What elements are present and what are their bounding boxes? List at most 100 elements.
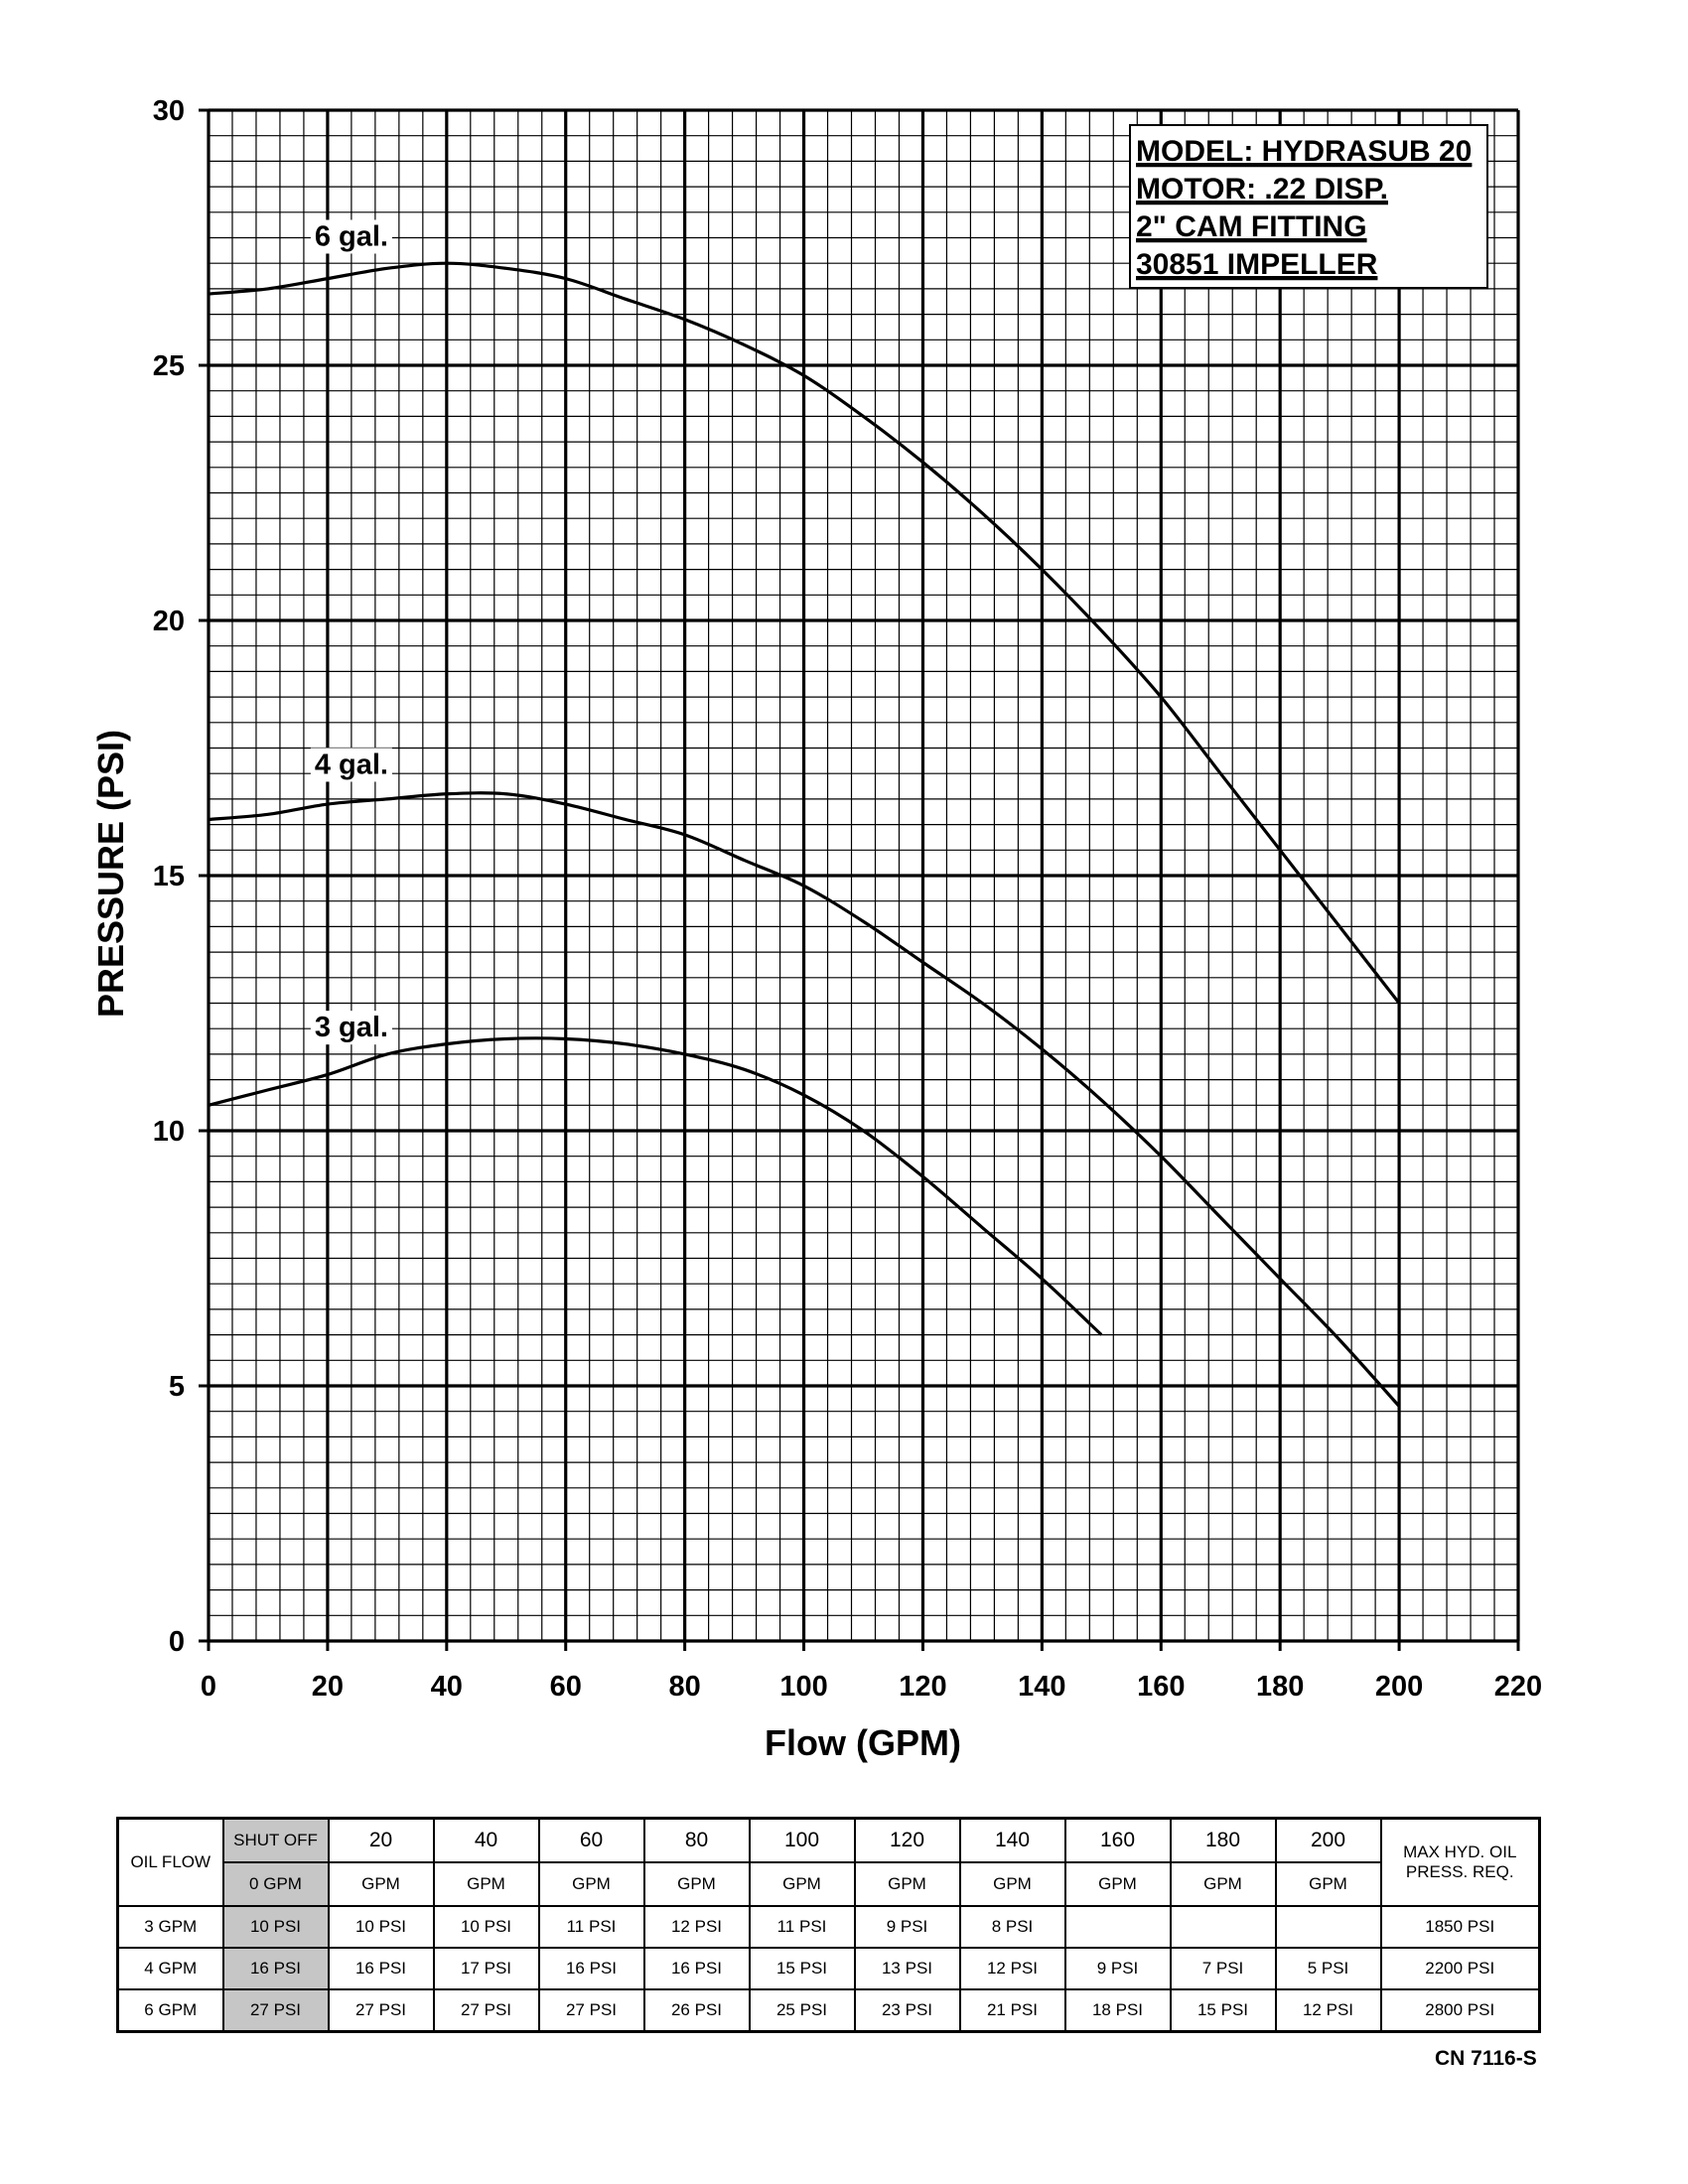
info-box-line: MODEL: HYDRASUB 20 [1136,135,1472,168]
header-flow-unit: GPM [1169,1861,1277,1907]
header-oil-flow: OIL FLOW [116,1817,224,1907]
cell-shutoff: 27 PSI [221,1988,330,2033]
header-flow-unit: GPM [1274,1861,1382,1907]
table-row: 6 GPM 27 PSI 27 PSI 27 PSI 27 PSI 26 PSI 25 PS… [116,1988,1541,2033]
cell-oil-flow: 6 GPM [116,1988,224,2033]
cell-pressure: 11 PSI [748,1905,856,1949]
cell-pressure [1274,1905,1382,1949]
cell-pressure: 10 PSI [327,1905,435,1949]
x-axis-title: Flow (GPM) [765,1722,961,1763]
cell-pressure: 15 PSI [1169,1988,1277,2033]
cell-max-pressure: 2200 PSI [1379,1947,1541,1990]
header-flow-unit: GPM [1063,1861,1172,1907]
cell-pressure: 5 PSI [1274,1947,1382,1990]
header-flow-unit: GPM [327,1861,435,1907]
cell-pressure: 21 PSI [958,1988,1066,2033]
header-flow-unit: GPM [958,1861,1066,1907]
header-flow-value: 140 [958,1817,1066,1863]
x-tick-label: 0 [201,1671,216,1703]
cell-pressure: 15 PSI [748,1947,856,1990]
header-flow-unit: GPM [853,1861,961,1907]
series-label: 6 gal. [315,220,388,252]
cell-pressure: 23 PSI [853,1988,961,2033]
info-box-line: 2" CAM FITTING [1136,210,1367,243]
header-shutoff-top: SHUT OFF [221,1817,330,1863]
y-tick-label: 30 [153,95,185,127]
series-label-bg [310,219,392,254]
x-tick-label: 180 [1256,1671,1304,1703]
info-box-frame [1129,124,1488,289]
performance-curves: 6 gal. 4 gal. 3 gal. [208,219,1401,1408]
cell-pressure: 8 PSI [958,1905,1066,1949]
cell-max-pressure: 1850 PSI [1379,1905,1541,1949]
chart-grid [199,108,1520,1651]
cell-pressure: 7 PSI [1169,1947,1277,1990]
x-tick-label: 40 [431,1671,463,1703]
pump-performance-chart: 0 20 40 60 80 100 120 140 160 180 200 220 0 5 10 15 20 2… [90,95,1542,1763]
y-tick-label: 15 [153,861,185,892]
table-row: 4 GPM 16 PSI 16 PSI 17 PSI 16 PSI 16 PSI 15 PS… [116,1947,1541,1990]
y-axis-title: PRESSURE (PSI) [90,730,131,1018]
x-tick-label: 160 [1137,1671,1185,1703]
cell-max-pressure: 2800 PSI [1379,1988,1541,2033]
cell-pressure: 18 PSI [1063,1988,1172,2033]
header-flow-unit: GPM [748,1861,856,1907]
cell-pressure: 11 PSI [537,1905,645,1949]
cell-oil-flow: 4 GPM [116,1947,224,1990]
cell-pressure [1169,1905,1277,1949]
cell-oil-flow: 3 GPM [116,1905,224,1949]
cell-pressure: 16 PSI [642,1947,751,1990]
info-box-line: MOTOR: .22 DISP. [1136,173,1388,205]
cell-shutoff: 16 PSI [221,1947,330,1990]
series-label-bg [310,748,392,782]
cell-pressure: 12 PSI [1274,1988,1382,2033]
cell-pressure: 9 PSI [1063,1947,1172,1990]
y-axis-ticks: 0 5 10 15 20 25 30 [153,95,185,1658]
cell-pressure: 27 PSI [432,1988,540,2033]
cell-pressure: 17 PSI [432,1947,540,1990]
x-tick-label: 200 [1375,1671,1423,1703]
cell-pressure: 9 PSI [853,1905,961,1949]
x-tick-label: 220 [1494,1671,1542,1703]
series-line [208,791,1401,1408]
cell-pressure: 16 PSI [327,1947,435,1990]
header-flow-value: 20 [327,1817,435,1863]
cell-pressure: 12 PSI [642,1905,751,1949]
header-flow-unit: GPM [432,1861,540,1907]
cell-pressure: 16 PSI [537,1947,645,1990]
header-flow-value: 180 [1169,1817,1277,1863]
cell-pressure [1063,1905,1172,1949]
x-tick-label: 120 [899,1671,946,1703]
cell-pressure: 13 PSI [853,1947,961,1990]
x-tick-label: 140 [1018,1671,1065,1703]
cell-pressure: 12 PSI [958,1947,1066,1990]
x-axis-ticks: 0 20 40 60 80 100 120 140 160 180 200 220 [201,1671,1542,1703]
y-tick-label: 20 [153,606,185,637]
series-label: 3 gal. [315,1012,388,1043]
table-row: 3 GPM 10 PSI 10 PSI 10 PSI 11 PSI 12 PSI 11 PS… [116,1905,1541,1949]
cell-pressure: 27 PSI [537,1988,645,2033]
cell-pressure: 27 PSI [327,1988,435,2033]
y-tick-label: 0 [169,1626,185,1658]
cell-shutoff: 10 PSI [221,1905,330,1949]
header-flow-value: 80 [642,1817,751,1863]
y-tick-label: 10 [153,1116,185,1148]
cell-pressure: 10 PSI [432,1905,540,1949]
series-label: 4 gal. [315,749,388,780]
model-info-box: MODEL: HYDRASUB 20 MOTOR: .22 DISP. 2" CAM… [1129,124,1488,289]
x-tick-label: 60 [550,1671,582,1703]
header-shutoff-bottom: 0 GPM [221,1861,330,1907]
header-flow-value: 40 [432,1817,540,1863]
info-box-line: 30851 IMPELLER [1136,248,1378,281]
header-flow-value: 60 [537,1817,645,1863]
header-flow-value: 120 [853,1817,961,1863]
header-flow-value: 100 [748,1817,856,1863]
cell-pressure: 25 PSI [748,1988,856,2033]
oil-flow-table: OIL FLOW SHUT OFF 20 40 60 80 100 120 140 160 180 2… [116,1817,1541,2033]
y-tick-label: 5 [169,1371,185,1403]
header-flow-unit: GPM [642,1861,751,1907]
document-code: CN 7116-S [1435,2047,1537,2070]
series-line [208,261,1401,1005]
header-flow-value: 200 [1274,1817,1382,1863]
series-label-bg [310,1011,392,1045]
